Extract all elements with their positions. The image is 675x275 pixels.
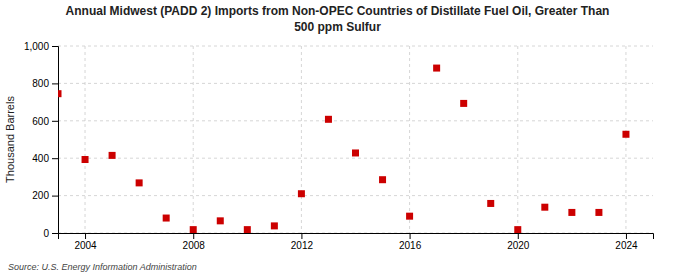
tick: 0 — [43, 228, 58, 239]
point — [379, 176, 386, 183]
title: Annual Midwest (PADD 2) Imports from Non… — [66, 4, 610, 18]
tick-label: 1,000 — [24, 41, 49, 52]
grid-line — [625, 46, 626, 233]
tick-label: 800 — [32, 78, 49, 89]
tick-label: 600 — [32, 116, 49, 127]
tick-mark — [52, 196, 58, 197]
point — [514, 226, 521, 233]
point — [406, 213, 413, 220]
point — [325, 116, 332, 123]
point — [433, 65, 440, 72]
point — [217, 217, 224, 224]
subtitle: 500 ppm Sulfur — [294, 20, 381, 34]
grid-line — [85, 46, 86, 233]
tick-label: 2016 — [399, 240, 422, 251]
grid-line — [301, 46, 302, 233]
tick-mark — [301, 233, 302, 239]
plot: 2004 2008 2012 2016 2020 2024 0 200 400 600 800 1,0… — [24, 41, 654, 251]
point — [58, 90, 62, 97]
tick: 400 — [32, 153, 58, 164]
tick-mark — [52, 233, 58, 234]
grid-line — [409, 46, 410, 233]
point — [136, 179, 143, 186]
tick: 200 — [32, 190, 58, 201]
grid-line — [58, 83, 653, 84]
point — [271, 222, 278, 229]
point — [568, 209, 575, 216]
grid-line — [193, 46, 194, 233]
point — [595, 209, 602, 216]
tick: 600 — [32, 116, 58, 127]
axis-line — [59, 234, 654, 240]
x-axis: 2004 2008 2012 2016 2020 2024 — [59, 233, 654, 251]
grid-line — [58, 46, 653, 47]
grid-line — [517, 46, 518, 233]
tick: 2012 — [291, 233, 314, 251]
tick: 2020 — [507, 233, 530, 251]
point — [298, 190, 305, 197]
tick-label: 2008 — [183, 240, 206, 251]
tick-mark — [410, 233, 411, 239]
y-axis: 0 200 400 600 800 1,000 — [24, 41, 59, 239]
marks — [58, 65, 629, 233]
point — [244, 226, 251, 233]
point — [109, 152, 116, 159]
tick: 2004 — [74, 233, 97, 251]
tick-label: 200 — [32, 190, 49, 201]
tick-label: 2020 — [507, 240, 530, 251]
point — [487, 200, 494, 207]
tick-label: 2004 — [74, 240, 97, 251]
tick: 1,000 — [24, 41, 58, 52]
point — [163, 215, 170, 222]
point — [352, 149, 359, 156]
tick-mark — [85, 233, 86, 239]
grid-line — [58, 158, 653, 159]
tick-mark — [52, 46, 58, 47]
point — [622, 131, 629, 138]
source: Source: U.S. Energy Information Administ… — [8, 262, 197, 272]
chart: Annual Midwest (PADD 2) Imports from Non… — [0, 0, 675, 275]
tick-mark — [518, 233, 519, 239]
grid-line — [58, 120, 653, 121]
tick-mark — [193, 233, 194, 239]
grid — [58, 46, 653, 233]
tick: 2008 — [183, 233, 206, 251]
grid-line — [58, 195, 653, 196]
point — [82, 156, 89, 163]
tick: 2024 — [615, 233, 638, 251]
tick-mark — [626, 233, 627, 239]
y-axis-title: Thousand Barrels — [4, 96, 16, 183]
tick: 2016 — [399, 233, 422, 251]
tick-mark — [52, 83, 58, 84]
tick-label: 400 — [32, 153, 49, 164]
tick-mark — [52, 158, 58, 159]
axis-line — [52, 47, 59, 234]
tick: 800 — [32, 78, 58, 89]
point — [460, 100, 467, 107]
tick-label: 2024 — [615, 240, 638, 251]
tick-label: 0 — [43, 228, 49, 239]
point — [541, 204, 548, 211]
tick-mark — [52, 121, 58, 122]
point — [190, 226, 197, 233]
tick-label: 2012 — [291, 240, 314, 251]
